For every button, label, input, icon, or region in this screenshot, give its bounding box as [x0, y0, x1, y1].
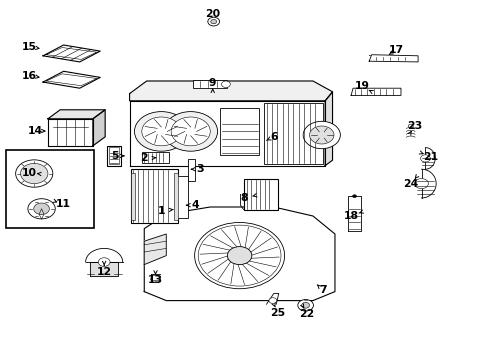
Text: 21: 21 — [422, 152, 437, 162]
Bar — [6, 150, 94, 228]
Circle shape — [210, 19, 216, 24]
Polygon shape — [90, 262, 118, 276]
Polygon shape — [85, 248, 122, 262]
Circle shape — [98, 258, 110, 266]
Text: 8: 8 — [240, 193, 248, 203]
Text: 19: 19 — [354, 81, 368, 91]
Circle shape — [420, 155, 429, 162]
Circle shape — [163, 112, 217, 151]
Circle shape — [297, 300, 313, 311]
Text: 18: 18 — [343, 211, 358, 221]
Bar — [173, 173, 177, 220]
Polygon shape — [144, 207, 334, 301]
Bar — [106, 146, 121, 166]
Circle shape — [303, 121, 340, 149]
Polygon shape — [48, 110, 105, 119]
Polygon shape — [129, 81, 332, 101]
Circle shape — [171, 117, 210, 146]
Text: 20: 20 — [205, 9, 220, 19]
Circle shape — [134, 112, 188, 151]
Text: 3: 3 — [196, 164, 204, 174]
Circle shape — [20, 163, 48, 184]
Text: 16: 16 — [22, 71, 37, 81]
Polygon shape — [350, 88, 400, 95]
Bar — [188, 159, 195, 181]
Text: 25: 25 — [270, 308, 285, 318]
Circle shape — [16, 160, 53, 187]
Circle shape — [142, 117, 181, 146]
Bar — [264, 103, 322, 164]
Text: 22: 22 — [299, 309, 314, 319]
Text: 24: 24 — [402, 179, 418, 189]
Text: 23: 23 — [406, 121, 422, 131]
Bar — [176, 176, 188, 218]
Circle shape — [221, 81, 230, 87]
Text: 17: 17 — [388, 45, 403, 55]
Circle shape — [150, 275, 160, 283]
Text: 12: 12 — [97, 267, 111, 277]
Circle shape — [34, 203, 49, 215]
Circle shape — [268, 298, 276, 303]
Text: 4: 4 — [191, 200, 199, 210]
Text: 11: 11 — [56, 199, 71, 210]
Circle shape — [301, 302, 309, 308]
Circle shape — [28, 199, 55, 219]
Polygon shape — [48, 119, 93, 146]
Bar — [244, 179, 277, 210]
Circle shape — [352, 195, 356, 198]
Polygon shape — [368, 55, 417, 62]
Polygon shape — [43, 71, 100, 88]
Circle shape — [407, 124, 412, 128]
Circle shape — [414, 179, 427, 189]
Polygon shape — [325, 92, 332, 166]
Text: 9: 9 — [208, 78, 216, 88]
Polygon shape — [43, 45, 100, 62]
Circle shape — [194, 222, 284, 289]
Bar — [131, 173, 135, 220]
Bar — [193, 80, 227, 88]
Bar — [108, 147, 119, 164]
Text: 2: 2 — [140, 153, 148, 163]
Polygon shape — [129, 101, 325, 166]
Circle shape — [309, 126, 333, 144]
Text: 14: 14 — [28, 126, 42, 136]
Text: 6: 6 — [269, 132, 277, 142]
Bar — [142, 152, 168, 163]
Circle shape — [227, 247, 251, 265]
Text: 5: 5 — [111, 151, 119, 161]
Text: 7: 7 — [318, 285, 326, 295]
Polygon shape — [347, 196, 360, 231]
Text: 13: 13 — [148, 275, 163, 285]
Bar — [131, 169, 177, 223]
Circle shape — [207, 17, 219, 26]
Text: 1: 1 — [157, 206, 165, 216]
Bar — [220, 108, 259, 155]
Text: 15: 15 — [22, 42, 37, 52]
Polygon shape — [93, 110, 105, 146]
Polygon shape — [144, 234, 166, 265]
Text: 10: 10 — [22, 168, 37, 178]
